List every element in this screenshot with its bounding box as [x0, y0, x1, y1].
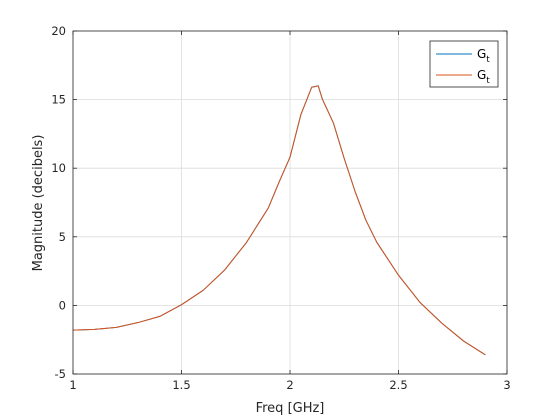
x-tick-label: 3 — [503, 378, 510, 392]
y-tick-label: 20 — [51, 24, 66, 38]
legend-subscript-series-2: t — [486, 76, 490, 86]
legend-name-series-2: G — [477, 68, 486, 82]
tick-labels: 1 1.5 2 2.5 3 -5 0 5 10 15 20 — [51, 24, 510, 392]
series-line-2 — [72, 85, 486, 356]
tick-marks — [72, 30, 508, 375]
x-tick-label: 1.5 — [172, 378, 190, 392]
legend-name-series-1: G — [477, 47, 486, 61]
y-tick-label: 15 — [51, 93, 66, 107]
x-axis-label: Freq [GHz] — [256, 401, 325, 416]
legend: Gt Gt — [429, 40, 499, 88]
y-tick-label: -5 — [55, 367, 66, 381]
legend-label-series-1: Gt — [477, 47, 490, 65]
y-tick-label: 0 — [59, 298, 66, 312]
x-tick-label: 1 — [69, 378, 76, 392]
legend-box — [429, 40, 499, 88]
legend-subscript-series-1: t — [486, 55, 490, 65]
legend-label-series-2: Gt — [477, 68, 490, 86]
x-tick-label: 2.5 — [389, 378, 407, 392]
y-axis-label: Magnitude (decibels) — [31, 135, 46, 272]
y-tick-label: 5 — [59, 230, 66, 244]
y-tick-label: 10 — [51, 161, 66, 175]
x-tick-label: 2 — [286, 378, 293, 392]
series-layer — [72, 85, 486, 356]
